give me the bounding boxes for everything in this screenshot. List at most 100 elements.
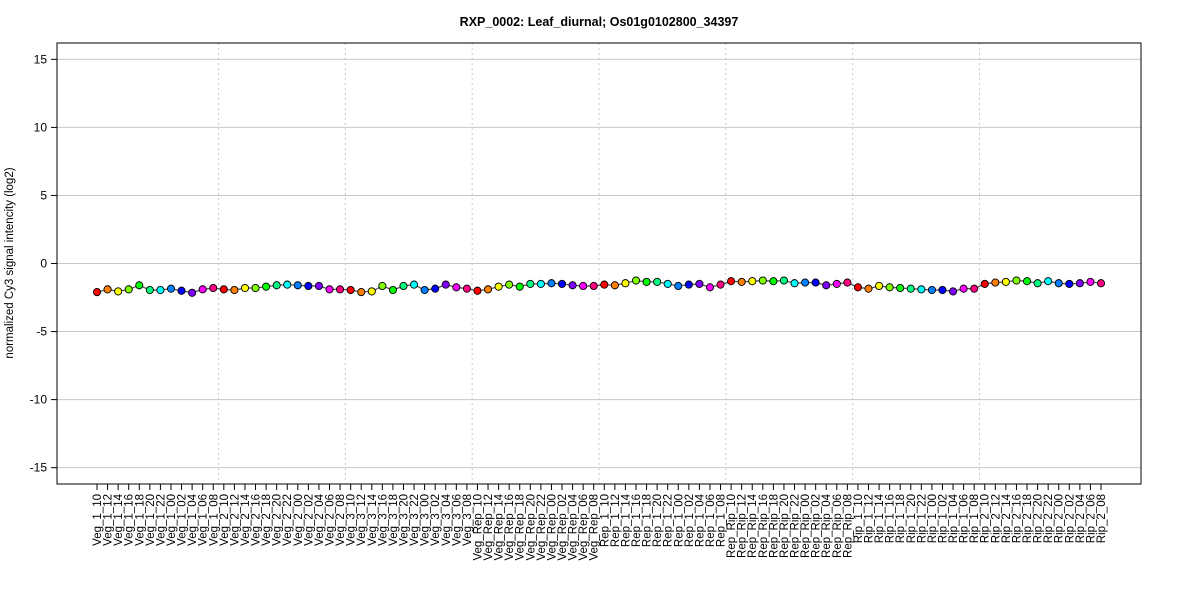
data-points [92, 276, 1106, 297]
x-tick-label: Veg_3_04 [441, 493, 453, 545]
x-tick-label: Rep_1_16 [631, 494, 643, 547]
x-tick-label: Rep_Rip_22 [790, 494, 802, 558]
x-tick-label: Veg_2_22 [282, 494, 294, 546]
x-tick-label: Rep_1_22 [663, 494, 675, 547]
x-tick-label: Veg_2_14 [240, 493, 252, 545]
data-point [959, 284, 968, 293]
x-tick-label: Rip_2_02 [1064, 494, 1076, 543]
x-tick-label: Rep_1_12 [610, 494, 622, 547]
data-point [1001, 277, 1010, 286]
data-point [621, 279, 630, 288]
data-point [758, 276, 767, 285]
data-point [209, 283, 218, 293]
x-tick-label: Rep_1_00 [673, 494, 685, 547]
x-tick-label: Veg_3_10 [346, 494, 358, 546]
data-point [674, 281, 683, 291]
data-point [515, 282, 524, 291]
data-point [177, 286, 186, 295]
data-point [198, 285, 207, 294]
x-tick-label: Veg_3_06 [451, 494, 463, 546]
data-point [684, 280, 693, 289]
x-tick-label: Veg_3_14 [367, 493, 379, 545]
data-point [875, 281, 884, 291]
data-point [917, 285, 926, 294]
x-tick-label: Veg_Rep_12 [483, 494, 495, 561]
data-point [473, 286, 482, 295]
plot-frame [56, 42, 1142, 485]
x-tick-label: Veg_Rep_20 [525, 494, 537, 561]
x-tick-label: Rep_Rip_04 [821, 493, 833, 558]
data-point [948, 287, 958, 296]
data-point [822, 281, 831, 290]
data-point [103, 285, 112, 294]
data-point [737, 277, 746, 286]
data-point [494, 282, 503, 291]
x-tick-label: Rep_1_04 [694, 493, 706, 547]
x-tick-label: Rep_1_18 [642, 494, 654, 547]
data-point [399, 281, 408, 291]
data-point [1033, 279, 1042, 288]
data-point [346, 285, 355, 295]
data-point [240, 283, 250, 293]
data-point [853, 283, 862, 292]
data-point [431, 284, 440, 293]
x-tick-label: Veg_1_06 [198, 494, 210, 546]
x-tick-label: Veg_1_22 [155, 494, 167, 546]
data-point [769, 277, 778, 286]
x-tick-label: Rep_Rip_02 [811, 494, 823, 558]
y-tick-label: -5 [36, 325, 47, 339]
x-tick-label: Rip_1_08 [969, 494, 981, 543]
x-tick-label: Rip_1_20 [906, 494, 918, 543]
x-tick-label: Rep_1_14 [620, 493, 632, 547]
x-tick-label: Rep_Rip_00 [800, 494, 812, 558]
data-point [1044, 277, 1053, 286]
x-tick-label: Veg_Rep_10 [472, 494, 484, 561]
x-tick-label: Veg_2_10 [219, 494, 231, 546]
data-point [927, 285, 936, 295]
x-tick-label: Veg_3_02 [430, 494, 442, 546]
data-point [864, 284, 873, 293]
data-point [1022, 277, 1032, 286]
data-point [653, 277, 662, 286]
data-point [114, 287, 123, 296]
x-tick-label: Rep_Rip_16 [758, 494, 770, 558]
y-axis: -15 -10 -5 0 5 10 15 [30, 52, 57, 475]
data-point [1075, 279, 1084, 288]
x-tick-label: Veg_2_00 [293, 494, 305, 546]
data-point [589, 281, 598, 291]
x-tick-label: Veg_3_18 [388, 494, 400, 546]
data-point [600, 280, 609, 289]
x-tick-label: Veg_2_02 [303, 494, 315, 546]
x-tick-label: Rip_1_22 [916, 494, 928, 543]
data-point [547, 279, 556, 288]
data-point [748, 277, 757, 286]
data-point [568, 281, 577, 290]
x-tick-label: Rip_2_22 [1043, 494, 1055, 543]
data-point [378, 281, 387, 291]
data-point [272, 281, 281, 290]
data-point [557, 279, 567, 288]
data-point [262, 282, 271, 291]
data-point [843, 278, 852, 287]
x-tick-label: Veg_1_18 [134, 494, 146, 546]
data-point [462, 284, 471, 293]
x-axis: Veg_1_10Veg_1_12Veg_1_14Veg_1_16Veg_1_18… [92, 484, 1108, 561]
data-point [304, 281, 313, 291]
x-tick-label: Rep_Rip_06 [832, 494, 844, 558]
y-axis-label: normalized Cy3 signal intencity (log2) [4, 167, 16, 358]
data-point [906, 284, 915, 293]
x-tick-label: Rip_2_20 [1033, 494, 1045, 543]
x-tick-label: Rip_1_14 [874, 493, 886, 543]
data-point [452, 283, 461, 292]
x-tick-label: Veg_3_20 [398, 494, 410, 546]
y-tick-label: 10 [34, 120, 48, 134]
x-tick-label: Rep_1_02 [684, 494, 696, 547]
x-tick-label: Veg_1_02 [177, 494, 189, 546]
x-tick-label: Rip_1_16 [885, 494, 897, 543]
x-tick-label: Veg_2_18 [261, 494, 273, 546]
x-tick-label: Veg_2_04 [314, 493, 326, 545]
grid [57, 58, 1141, 469]
x-tick-label: Veg_2_12 [229, 494, 241, 546]
x-tick-label: Veg_3_16 [377, 494, 389, 546]
x-tick-label: Veg_2_06 [325, 494, 337, 546]
